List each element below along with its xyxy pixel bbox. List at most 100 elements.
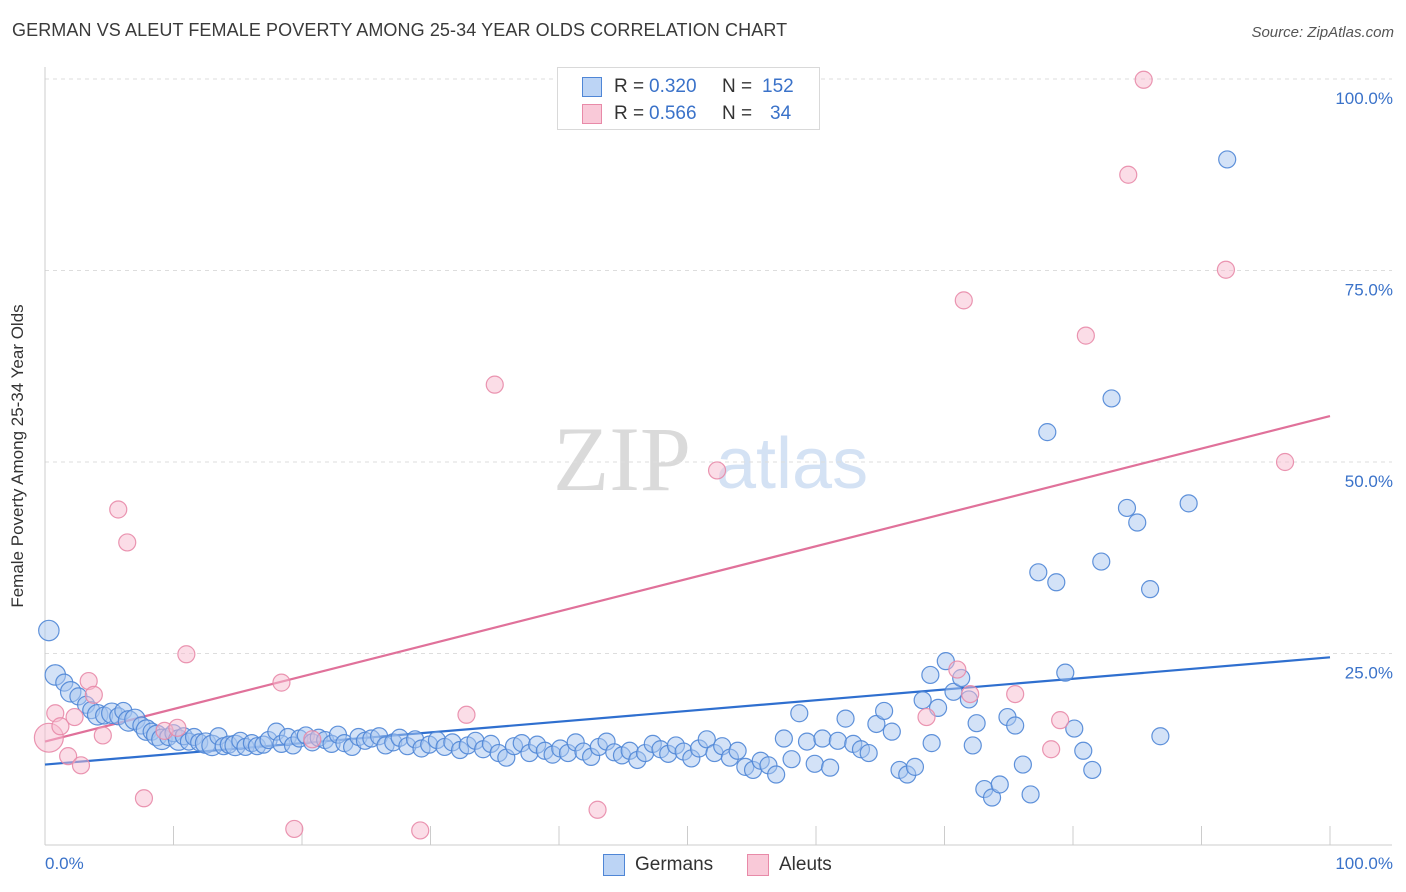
germans-point [805,754,824,773]
germans-point [1083,760,1102,780]
aleuts-point [84,685,103,704]
aleuts-point [1275,452,1295,472]
germans-point [1151,727,1170,746]
aleuts-trend-line [44,414,1331,743]
y-tick-label: 100.0% [1335,89,1393,108]
bottom-legend-germans: Germans [603,852,713,878]
germans-point [1074,741,1093,760]
germans-point [922,734,941,753]
germans-point [774,729,793,748]
y-tick-label: 50.0% [1345,472,1393,491]
aleuts-point [1006,684,1025,704]
germans-point [1013,755,1032,774]
bottom-legend: Germans Aleuts [0,852,1406,878]
germans-point [767,765,786,784]
legend-box: R = 0.320 N = 152 R = 0.566 N = 34 [557,67,820,130]
aleuts-point [1042,740,1061,759]
germans-point [1065,719,1084,738]
legend-row-germans: R = 0.320 N = 152 [558,74,794,100]
germans-point [905,757,925,776]
bottom-legend-aleuts: Aleuts [747,852,832,878]
source-credit: Source: ZipAtlas.com [1251,24,1394,41]
x-tick-label-max: 100.0% [1335,854,1393,873]
germans-point [38,619,60,642]
aleuts-point [917,707,936,727]
aleuts-point [118,533,137,552]
watermark-atlas: atlas [716,424,868,504]
legend-swatch-aleuts [582,104,602,124]
aleuts-point [1051,711,1070,730]
germans-point [728,741,747,760]
germans-point [859,743,878,763]
watermark-zip: ZIP [553,408,691,510]
aleuts-point [485,375,504,394]
aleuts-point [134,789,154,808]
germans-point [782,750,801,769]
germans-point [967,714,986,733]
germans-point [1218,150,1237,169]
aleuts-point [93,726,112,745]
germans-point [963,736,982,755]
germans-point [797,732,817,751]
germans-point [913,691,932,710]
bottom-legend-swatch-aleuts [747,854,769,876]
aleuts-point [1134,70,1153,89]
y-tick-label: 25.0% [1345,664,1393,683]
aleuts-point [109,500,128,519]
germans-point [813,729,832,748]
y-axis-label: Female Poverty Among 25-34 Year Olds [8,304,27,608]
aleuts-point [457,705,476,724]
aleuts-point [303,730,322,749]
germans-point [1038,423,1057,442]
germans-point [828,731,847,750]
legend-n-label: N = [722,103,753,124]
aleuts-point [71,756,91,775]
legend-n-value: 152 [762,76,794,97]
legend-r-value: 0.566 [649,103,697,124]
aleuts-point [1216,260,1236,279]
germans-point [990,775,1009,794]
germans-point [882,722,901,741]
aleuts-point [948,660,967,679]
germans-point [697,730,716,749]
aleuts-point [1119,165,1138,184]
germans-point [1029,563,1048,582]
aleuts-point [51,717,70,736]
germans-point [1117,498,1137,518]
y-tick-label: 75.0% [1345,281,1393,300]
germans-point [1056,663,1075,682]
legend-r-label: R = [614,76,645,97]
germans-point [790,704,809,723]
aleuts-point [1076,326,1095,345]
germans-point [921,665,940,685]
germans-point [1128,513,1147,532]
germans-point [1021,785,1040,804]
x-tick-label-min: 0.0% [45,854,84,873]
aleuts-point [954,291,973,310]
germans-point [1102,389,1121,408]
aleuts-point [961,684,980,704]
legend-swatch-germans [582,77,602,97]
legend-row-aleuts: R = 0.566 N = 34 [558,101,791,127]
aleuts-point [285,819,304,839]
legend-r-value: 0.320 [649,76,697,97]
legend-n-label: N = [722,76,753,97]
germans-point [1140,580,1160,599]
bottom-legend-aleuts-label: Aleuts [779,854,832,875]
germans-point [1092,552,1111,571]
aleuts-point [59,747,78,766]
aleuts-point [272,673,291,692]
legend-r-label: R = [614,103,645,124]
aleuts-point [168,718,187,737]
bottom-legend-germans-label: Germans [635,854,714,875]
chart-title: GERMAN VS ALEUT FEMALE POVERTY AMONG 25-… [12,20,788,40]
legend-n-value: 34 [770,103,792,124]
germans-point [875,701,894,721]
aleuts-point [411,821,430,840]
aleuts-point [177,645,196,664]
aleuts-point [65,707,84,727]
bottom-legend-swatch-germans [603,854,625,876]
aleuts-point [588,800,607,819]
aleuts-point [707,461,727,480]
